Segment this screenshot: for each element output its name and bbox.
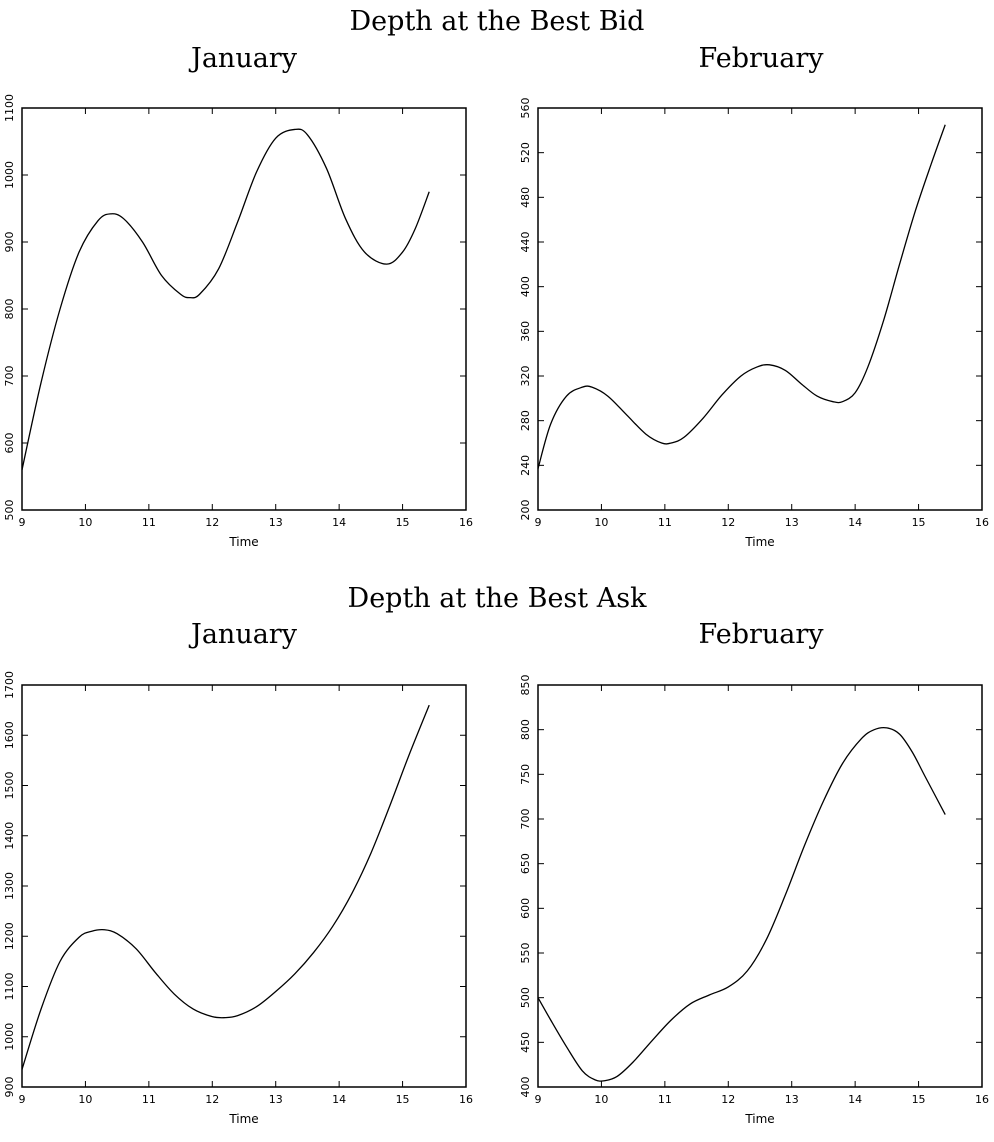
section-title-bid: Depth at the Best Bid [349, 6, 645, 37]
y-tick-label-ask-february-9: 850 [519, 675, 532, 696]
x-axis-label-bid-january: Time [228, 535, 258, 549]
x-tick-label-bid-january-4: 13 [269, 516, 283, 529]
x-tick-label-ask-january-2: 11 [142, 1093, 156, 1106]
x-axis-label-bid-february: Time [744, 535, 774, 549]
y-tick-label-ask-february-5: 650 [519, 853, 532, 874]
y-tick-label-ask-january-4: 1300 [3, 872, 16, 900]
y-tick-label-ask-february-3: 550 [519, 943, 532, 964]
y-tick-label-bid-february-9: 560 [519, 98, 532, 119]
x-tick-label-ask-february-6: 15 [912, 1093, 926, 1106]
y-tick-label-bid-january-5: 1000 [3, 161, 16, 189]
y-tick-label-ask-february-6: 700 [519, 809, 532, 830]
chart-title-bid-february: February [698, 43, 824, 74]
x-tick-label-ask-january-3: 12 [205, 1093, 219, 1106]
x-tick-label-bid-january-7: 16 [459, 516, 473, 529]
x-tick-label-bid-january-5: 14 [332, 516, 346, 529]
x-tick-label-bid-january-3: 12 [205, 516, 219, 529]
y-tick-label-ask-february-0: 400 [519, 1077, 532, 1098]
y-tick-label-ask-january-7: 1600 [3, 721, 16, 749]
plot-frame-bid-february [537, 107, 983, 511]
x-tick-label-bid-february-3: 12 [721, 516, 735, 529]
x-tick-label-ask-february-2: 11 [658, 1093, 672, 1106]
x-tick-label-ask-january-1: 10 [78, 1093, 92, 1106]
y-tick-label-bid-february-0: 200 [519, 500, 532, 521]
x-tick-label-ask-february-3: 12 [721, 1093, 735, 1106]
y-tick-label-ask-january-2: 1100 [3, 973, 16, 1001]
y-tick-label-bid-february-5: 400 [519, 276, 532, 297]
y-tick-label-bid-january-6: 1100 [3, 94, 16, 122]
series-line-ask-january-0 [21, 704, 430, 1070]
y-tick-label-ask-february-4: 600 [519, 898, 532, 919]
y-tick-label-bid-january-2: 700 [3, 366, 16, 387]
x-axis-label-ask-february: Time [744, 1112, 774, 1126]
x-tick-label-bid-january-0: 9 [19, 516, 26, 529]
x-tick-label-bid-february-2: 11 [658, 516, 672, 529]
series-line-bid-february-0 [537, 124, 946, 469]
x-tick-label-bid-january-6: 15 [396, 516, 410, 529]
x-tick-label-ask-february-7: 16 [975, 1093, 989, 1106]
chart-title-bid-january: January [191, 43, 297, 74]
x-tick-label-bid-february-0: 9 [535, 516, 542, 529]
y-tick-label-bid-february-6: 440 [519, 232, 532, 253]
x-tick-label-ask-february-0: 9 [535, 1093, 542, 1106]
section-title-ask: Depth at the Best Ask [347, 583, 647, 614]
y-tick-label-bid-january-0: 500 [3, 500, 16, 521]
x-tick-label-ask-january-6: 15 [396, 1093, 410, 1106]
y-tick-label-bid-february-1: 240 [519, 455, 532, 476]
series-line-ask-february-0 [537, 726, 946, 1082]
x-tick-label-ask-january-0: 9 [19, 1093, 26, 1106]
y-tick-label-bid-january-3: 800 [3, 299, 16, 320]
x-tick-label-ask-february-1: 10 [594, 1093, 608, 1106]
y-tick-label-bid-january-1: 600 [3, 433, 16, 454]
y-tick-label-bid-february-7: 480 [519, 187, 532, 208]
x-tick-label-bid-january-2: 11 [142, 516, 156, 529]
x-tick-label-bid-february-6: 15 [912, 516, 926, 529]
y-tick-label-ask-february-1: 450 [519, 1032, 532, 1053]
chart-title-ask-january: January [191, 619, 297, 650]
x-tick-label-ask-january-4: 13 [269, 1093, 283, 1106]
x-tick-label-bid-february-4: 13 [785, 516, 799, 529]
y-tick-label-ask-january-5: 1400 [3, 822, 16, 850]
x-tick-label-ask-february-4: 13 [785, 1093, 799, 1106]
plot-frame-ask-february [537, 684, 983, 1088]
y-tick-label-bid-january-4: 900 [3, 232, 16, 253]
x-tick-label-ask-january-5: 14 [332, 1093, 346, 1106]
x-axis-label-ask-january: Time [228, 1112, 258, 1126]
y-tick-label-ask-january-0: 900 [3, 1077, 16, 1098]
x-tick-label-ask-february-5: 14 [848, 1093, 862, 1106]
y-tick-label-ask-january-6: 1500 [3, 772, 16, 800]
y-tick-label-ask-january-8: 1700 [3, 671, 16, 699]
series-line-bid-january-0 [21, 128, 430, 470]
y-tick-label-bid-february-4: 360 [519, 321, 532, 342]
y-tick-label-ask-february-2: 500 [519, 987, 532, 1008]
x-tick-label-bid-january-1: 10 [78, 516, 92, 529]
x-tick-label-ask-january-7: 16 [459, 1093, 473, 1106]
y-tick-label-ask-january-3: 1200 [3, 922, 16, 950]
y-tick-label-bid-february-3: 320 [519, 366, 532, 387]
y-tick-label-bid-february-2: 280 [519, 410, 532, 431]
x-tick-label-bid-february-5: 14 [848, 516, 862, 529]
x-tick-label-bid-february-1: 10 [594, 516, 608, 529]
x-tick-label-bid-february-7: 16 [975, 516, 989, 529]
chart-title-ask-february: February [698, 619, 824, 650]
y-tick-label-ask-february-8: 800 [519, 719, 532, 740]
y-tick-label-ask-january-1: 1000 [3, 1023, 16, 1051]
y-tick-label-ask-february-7: 750 [519, 764, 532, 785]
y-tick-label-bid-february-8: 520 [519, 142, 532, 163]
